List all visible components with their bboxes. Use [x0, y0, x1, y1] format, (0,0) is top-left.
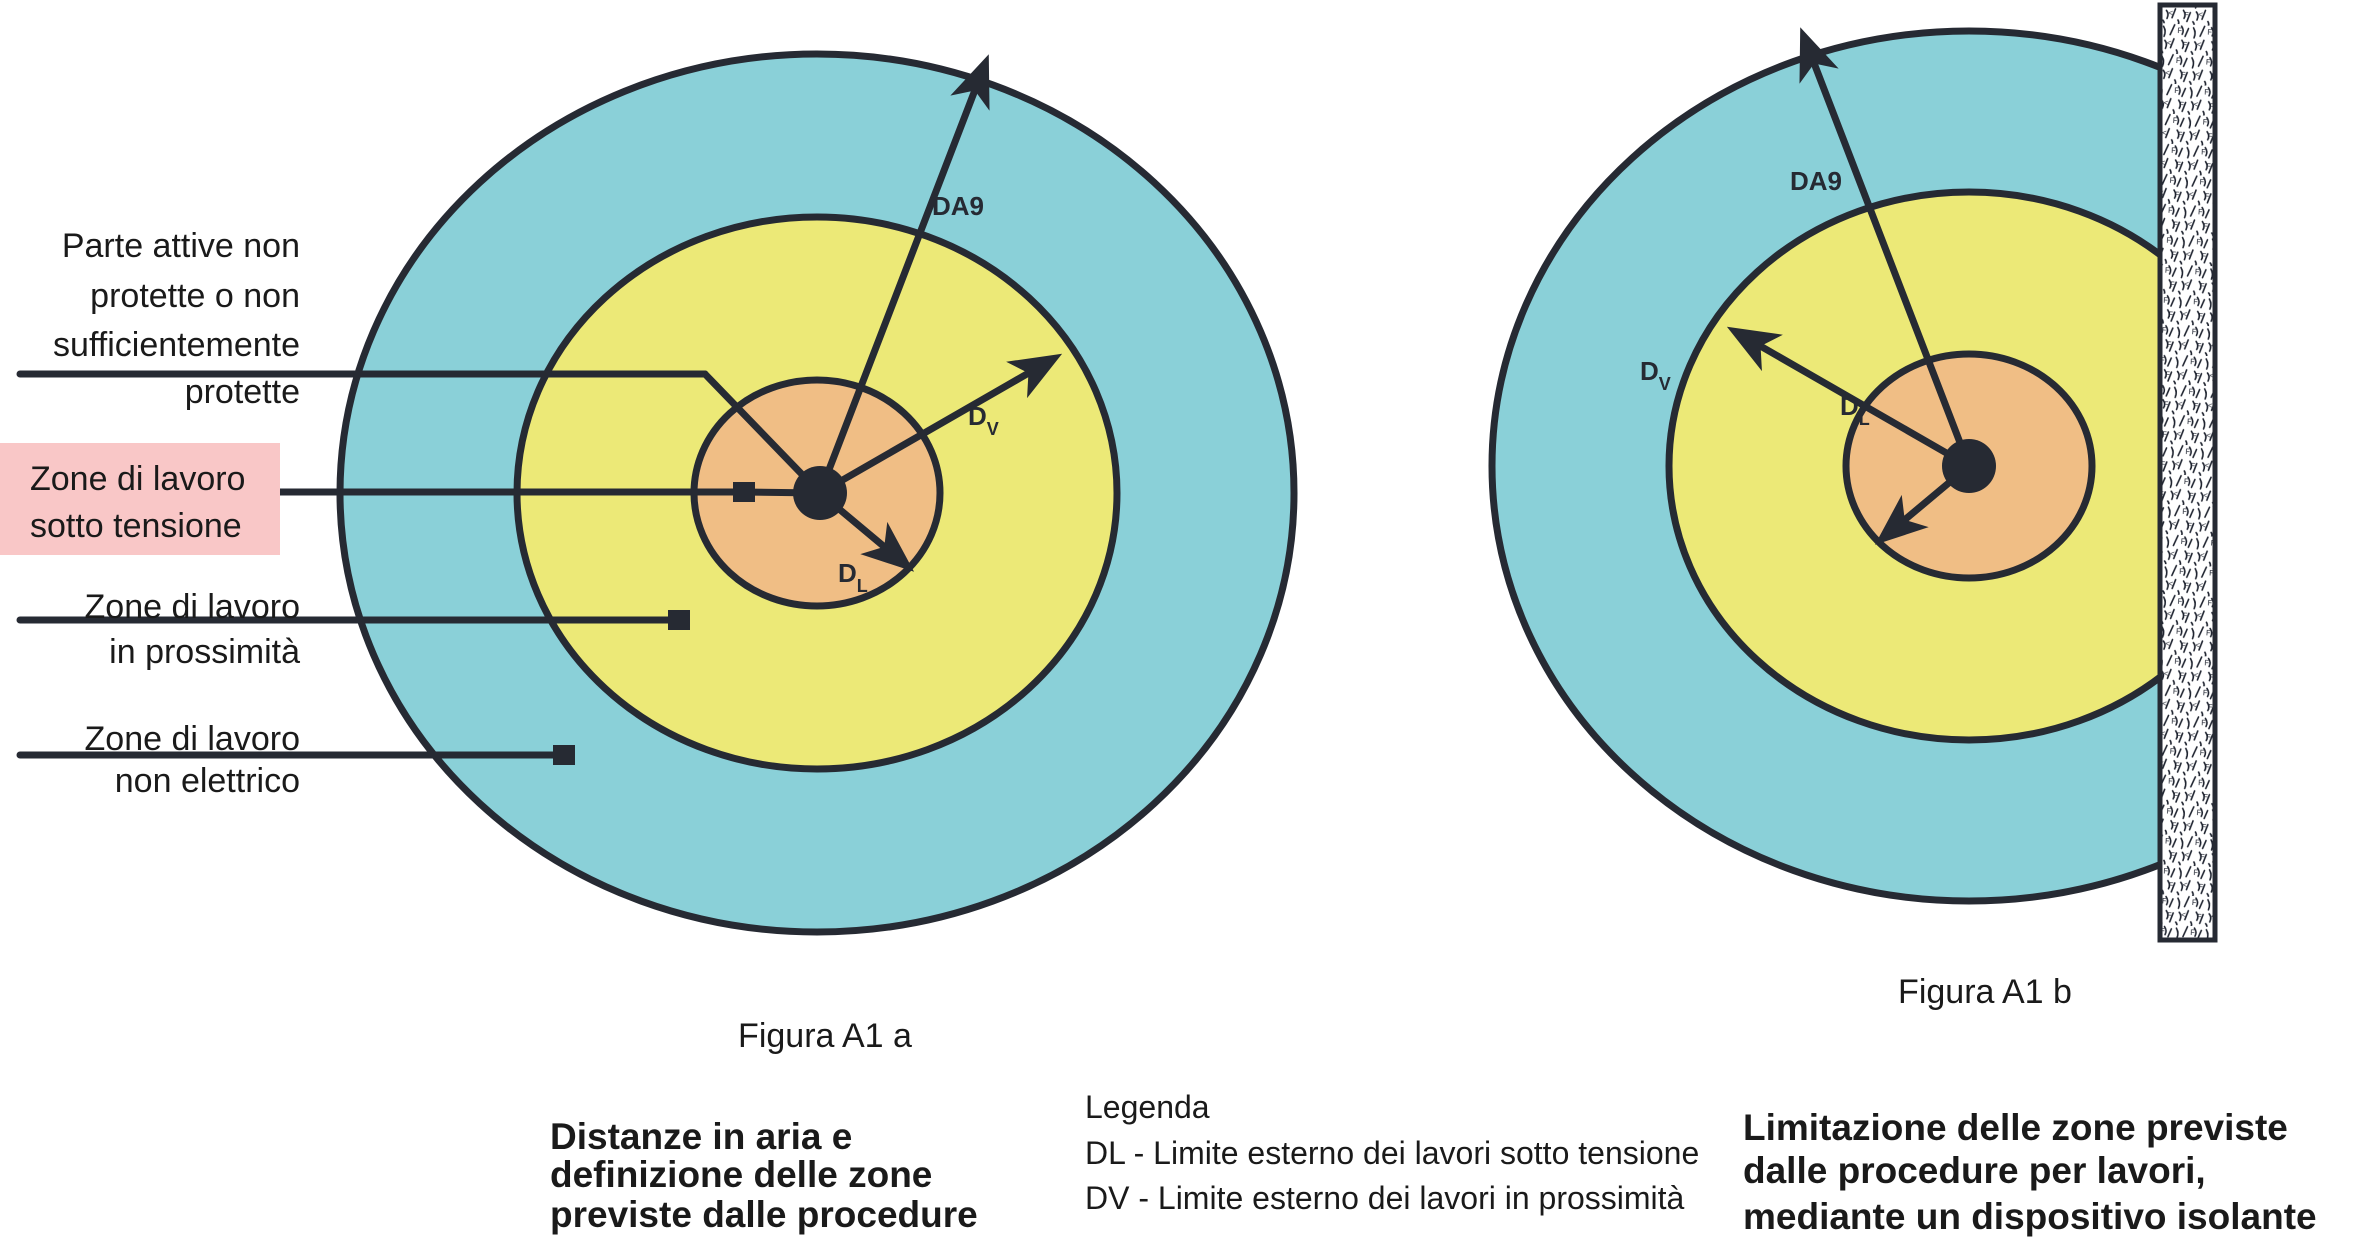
svg-text:Zone di lavoro: Zone di lavoro	[85, 588, 300, 626]
svg-text:Zone di lavoro: Zone di lavoro	[85, 720, 300, 758]
svg-text:Limitazione delle zone previst: Limitazione delle zone previste	[1743, 1107, 2288, 1148]
svg-text:protette: protette	[185, 373, 300, 411]
svg-text:mediante un dispositivo isolan: mediante un dispositivo isolante	[1743, 1196, 2317, 1237]
svg-text:previste dalle procedure: previste dalle procedure	[550, 1194, 978, 1235]
svg-text:Figura A1 a: Figura A1 a	[738, 1017, 912, 1055]
svg-text:non elettrico: non elettrico	[115, 762, 300, 800]
svg-text:sotto tensione: sotto tensione	[30, 507, 242, 545]
svg-text:DA9: DA9	[932, 191, 984, 221]
svg-text:sufficientemente: sufficientemente	[53, 326, 300, 364]
svg-text:dalle procedure per lavori,: dalle procedure per lavori,	[1743, 1150, 2206, 1191]
svg-text:Distanze in aria e: Distanze in aria e	[550, 1116, 852, 1157]
svg-text:Figura A1 b: Figura A1 b	[1898, 973, 2072, 1011]
svg-text:DL - Limite esterno dei lavori: DL - Limite esterno dei lavori sotto ten…	[1085, 1135, 1699, 1171]
svg-text:DV - Limite esterno dei lavori: DV - Limite esterno dei lavori in prossi…	[1085, 1180, 1685, 1216]
svg-text:protette o non: protette o non	[90, 277, 300, 315]
svg-text:definizione delle zone: definizione delle zone	[550, 1154, 932, 1195]
svg-text:DA9: DA9	[1790, 166, 1842, 196]
svg-text:Legenda: Legenda	[1085, 1089, 1210, 1125]
svg-text:in prossimità: in prossimità	[109, 633, 300, 671]
svg-text:Parte attive non: Parte attive non	[62, 227, 300, 265]
svg-text:Zone di lavoro: Zone di lavoro	[30, 460, 245, 498]
